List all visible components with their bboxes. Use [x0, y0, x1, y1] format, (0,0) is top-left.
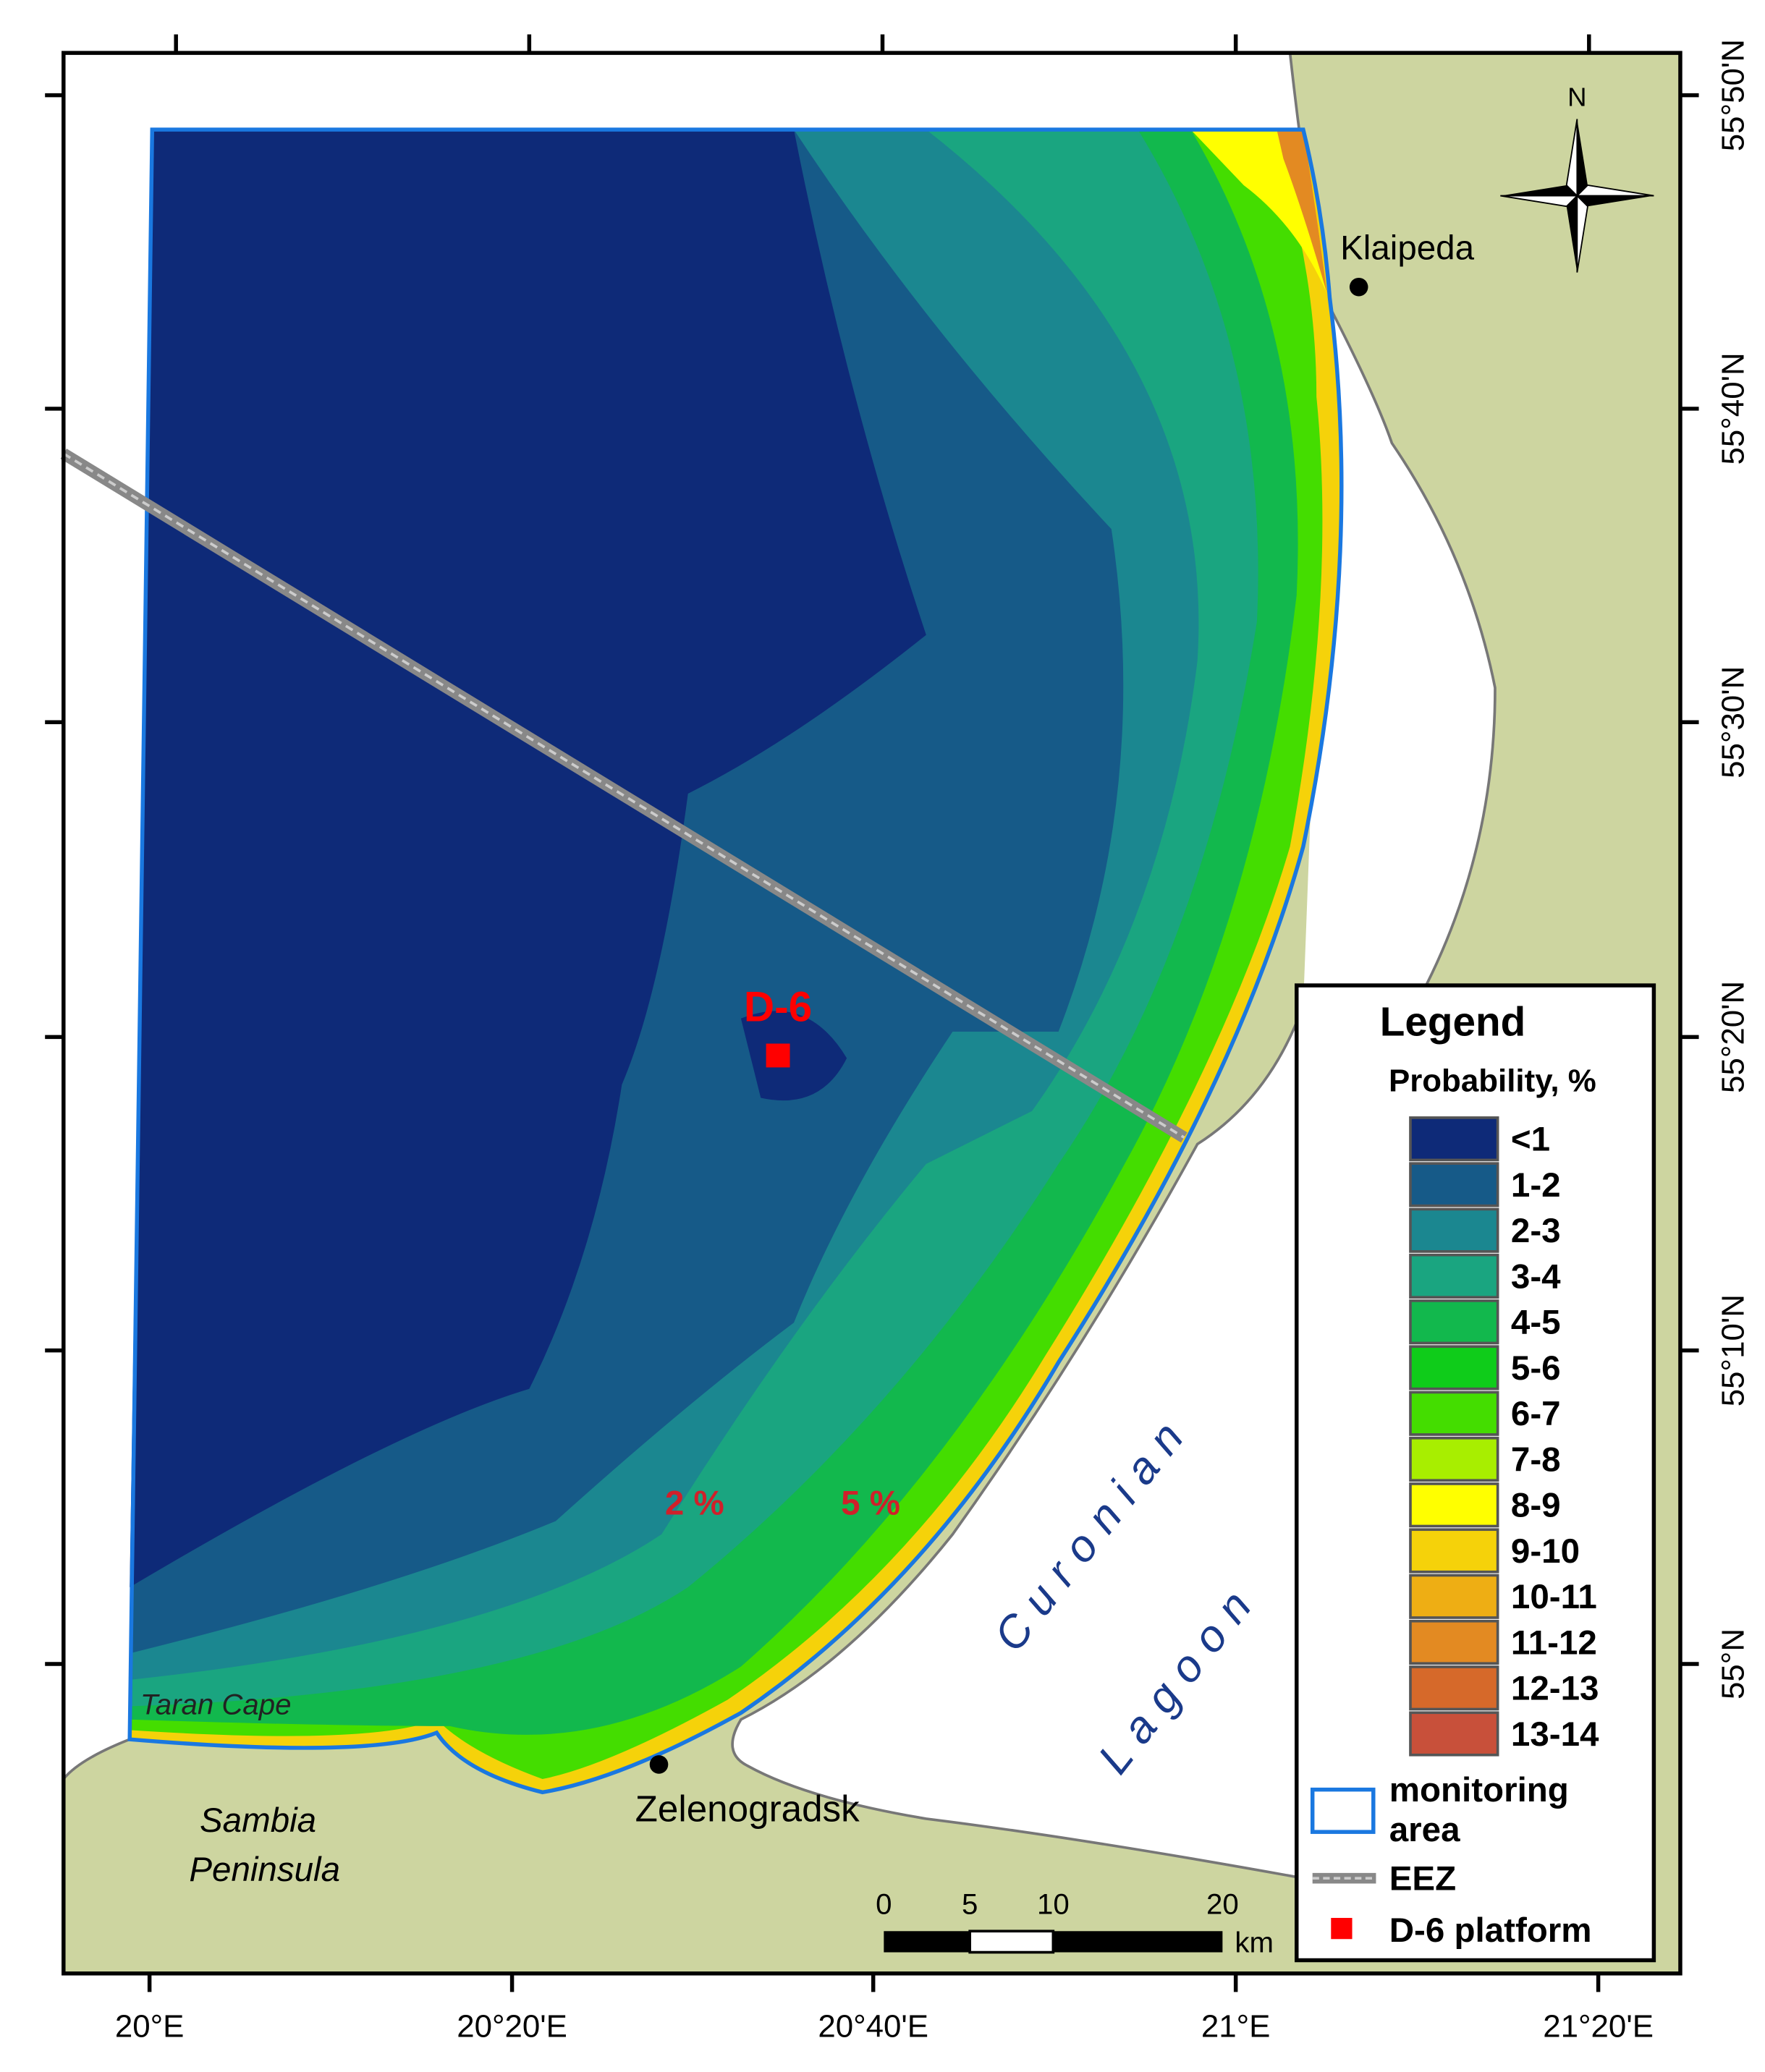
legend-label: <1	[1511, 1121, 1550, 1159]
contour-label: 2 %	[665, 1484, 724, 1522]
place-label: Peninsula	[189, 1851, 340, 1889]
legend-label: 8-9	[1511, 1487, 1561, 1525]
lon-label: 21°E	[1201, 2009, 1271, 2045]
legend-label: 11-12	[1511, 1623, 1597, 1662]
lon-label: 20°20'E	[457, 2009, 567, 2045]
lon-label: 20°E	[115, 2009, 185, 2045]
probability-band	[130, 130, 926, 1587]
legend-label: EEZ	[1389, 1860, 1456, 1898]
legend-label: 10-11	[1511, 1578, 1597, 1616]
legend-swatch	[1409, 1299, 1499, 1345]
legend-label: 12-13	[1511, 1670, 1599, 1708]
legend-label: 5-6	[1511, 1349, 1561, 1388]
place-label: Klaipeda	[1340, 229, 1475, 267]
lat-label: 55°10'N	[1716, 1294, 1751, 1406]
legend-label: 2-3	[1511, 1212, 1561, 1250]
monitoring-area	[127, 127, 1344, 1795]
graticule-ticks: 55°50'N 55°40'N 55°30'N 55°20'N 55°10'N 55°N 2…	[45, 34, 1751, 2045]
platform-label: D-6	[744, 983, 812, 1030]
legend-swatch	[1409, 1711, 1499, 1757]
scale-label: 20	[1206, 1888, 1239, 1921]
legend-swatch	[1409, 1482, 1499, 1528]
legend-label: 9-10	[1511, 1532, 1580, 1571]
scale-label: 0	[876, 1888, 892, 1921]
legend-label: 6-7	[1511, 1395, 1561, 1433]
legend-label: 13-14	[1511, 1715, 1599, 1754]
probability-bands	[127, 127, 1344, 1795]
contour-label: 5 %	[841, 1484, 900, 1522]
legend-subtitle: Probability, %	[1389, 1063, 1596, 1098]
lon-label: 21°20'E	[1543, 2009, 1654, 2045]
scale-unit: km	[1235, 1927, 1274, 1959]
legend-swatch	[1310, 1787, 1376, 1834]
eez-line-inner	[62, 452, 1185, 1139]
lat-label: 55°40'N	[1716, 352, 1751, 464]
legend-swatch	[1409, 1390, 1499, 1436]
place-label: Sambia	[200, 1801, 316, 1840]
legend-swatch	[1409, 1207, 1499, 1253]
legend-swatch	[1409, 1436, 1499, 1482]
city-dot	[649, 1755, 669, 1774]
legend-swatch	[1409, 1528, 1499, 1574]
legend-label: D-6 platform	[1389, 1911, 1592, 1950]
legend-swatch	[1409, 1162, 1499, 1207]
legend-classes: <1 1-2 2-3 3-4 4-5 5-6 6-7 7-8 8-9 9-10 10-11 11-12…	[1409, 1116, 1599, 1757]
legend-label: 3-4	[1511, 1257, 1561, 1296]
legend-swatch	[1409, 1345, 1499, 1390]
probability-band	[740, 1011, 847, 1101]
legend-label: monitoring	[1389, 1771, 1569, 1809]
lat-label: 55°20'N	[1716, 981, 1751, 1093]
lat-label: 55°N	[1716, 1629, 1751, 1699]
legend-swatch	[1409, 1116, 1499, 1162]
platform-marker	[766, 1043, 790, 1068]
compass: N	[1500, 82, 1654, 273]
city-dot	[1349, 277, 1368, 297]
place-label: Zelenogradsk	[635, 1788, 860, 1830]
scale-label: 5	[962, 1888, 978, 1921]
legend-title: Legend	[1380, 1000, 1525, 1045]
lat-label: 55°50'N	[1716, 39, 1751, 151]
legend-label: 7-8	[1511, 1440, 1561, 1479]
north-label: N	[1567, 82, 1586, 111]
legend-swatch	[1331, 1918, 1353, 1940]
lon-label: 20°40'E	[818, 2009, 928, 2045]
scale-label: 10	[1037, 1888, 1070, 1921]
lat-label: 55°30'N	[1716, 666, 1751, 778]
legend-swatch	[1409, 1619, 1499, 1665]
legend-label: area	[1389, 1811, 1460, 1849]
legend-swatch	[1409, 1574, 1499, 1619]
legend-swatch	[1409, 1665, 1499, 1711]
legend-label: 1-2	[1511, 1166, 1561, 1205]
place-label: Taran Cape	[140, 1688, 292, 1720]
scale-labels: 0 5 10 20 km	[876, 1888, 1274, 1959]
lagoon	[731, 306, 1497, 1880]
legend-swatch	[1409, 1253, 1499, 1299]
hotspot	[1277, 130, 1327, 294]
scale-bar	[884, 1929, 1223, 1954]
legend-label: 4-5	[1511, 1304, 1561, 1342]
